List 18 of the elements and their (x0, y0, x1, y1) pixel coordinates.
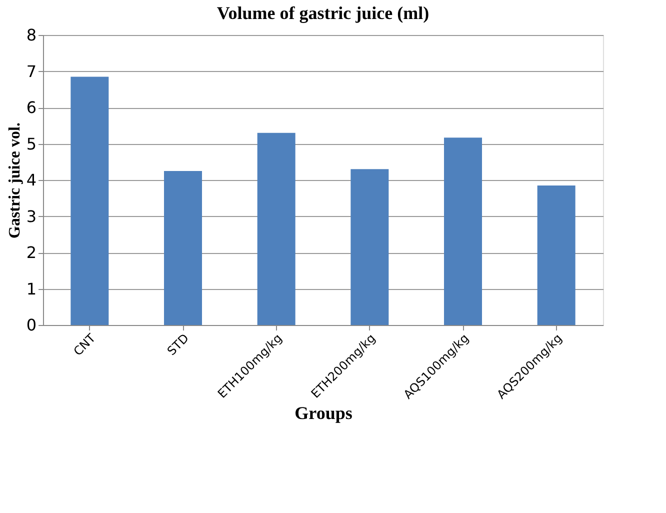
y-tick-label: 5 (26, 134, 36, 154)
bar (70, 76, 109, 325)
chart-title: Volume of gastric juice (ml) (216, 3, 430, 23)
y-tick-label: 7 (26, 62, 36, 81)
bar (537, 185, 576, 325)
y-tick-label: 1 (26, 279, 36, 298)
y-tick-label: 4 (26, 170, 36, 190)
y-tick-label: 8 (26, 26, 36, 44)
y-tick-label: 2 (26, 243, 36, 262)
bar (444, 138, 482, 325)
bar (164, 170, 202, 325)
y-axis-title: Gastric juice vol. (6, 122, 24, 238)
y-tick-label: 3 (26, 206, 36, 226)
y-tick-label: 6 (26, 98, 36, 117)
bar (350, 169, 389, 325)
x-axis-title: Groups (294, 403, 352, 424)
bar (257, 132, 296, 325)
y-tick-label: 0 (26, 316, 36, 334)
